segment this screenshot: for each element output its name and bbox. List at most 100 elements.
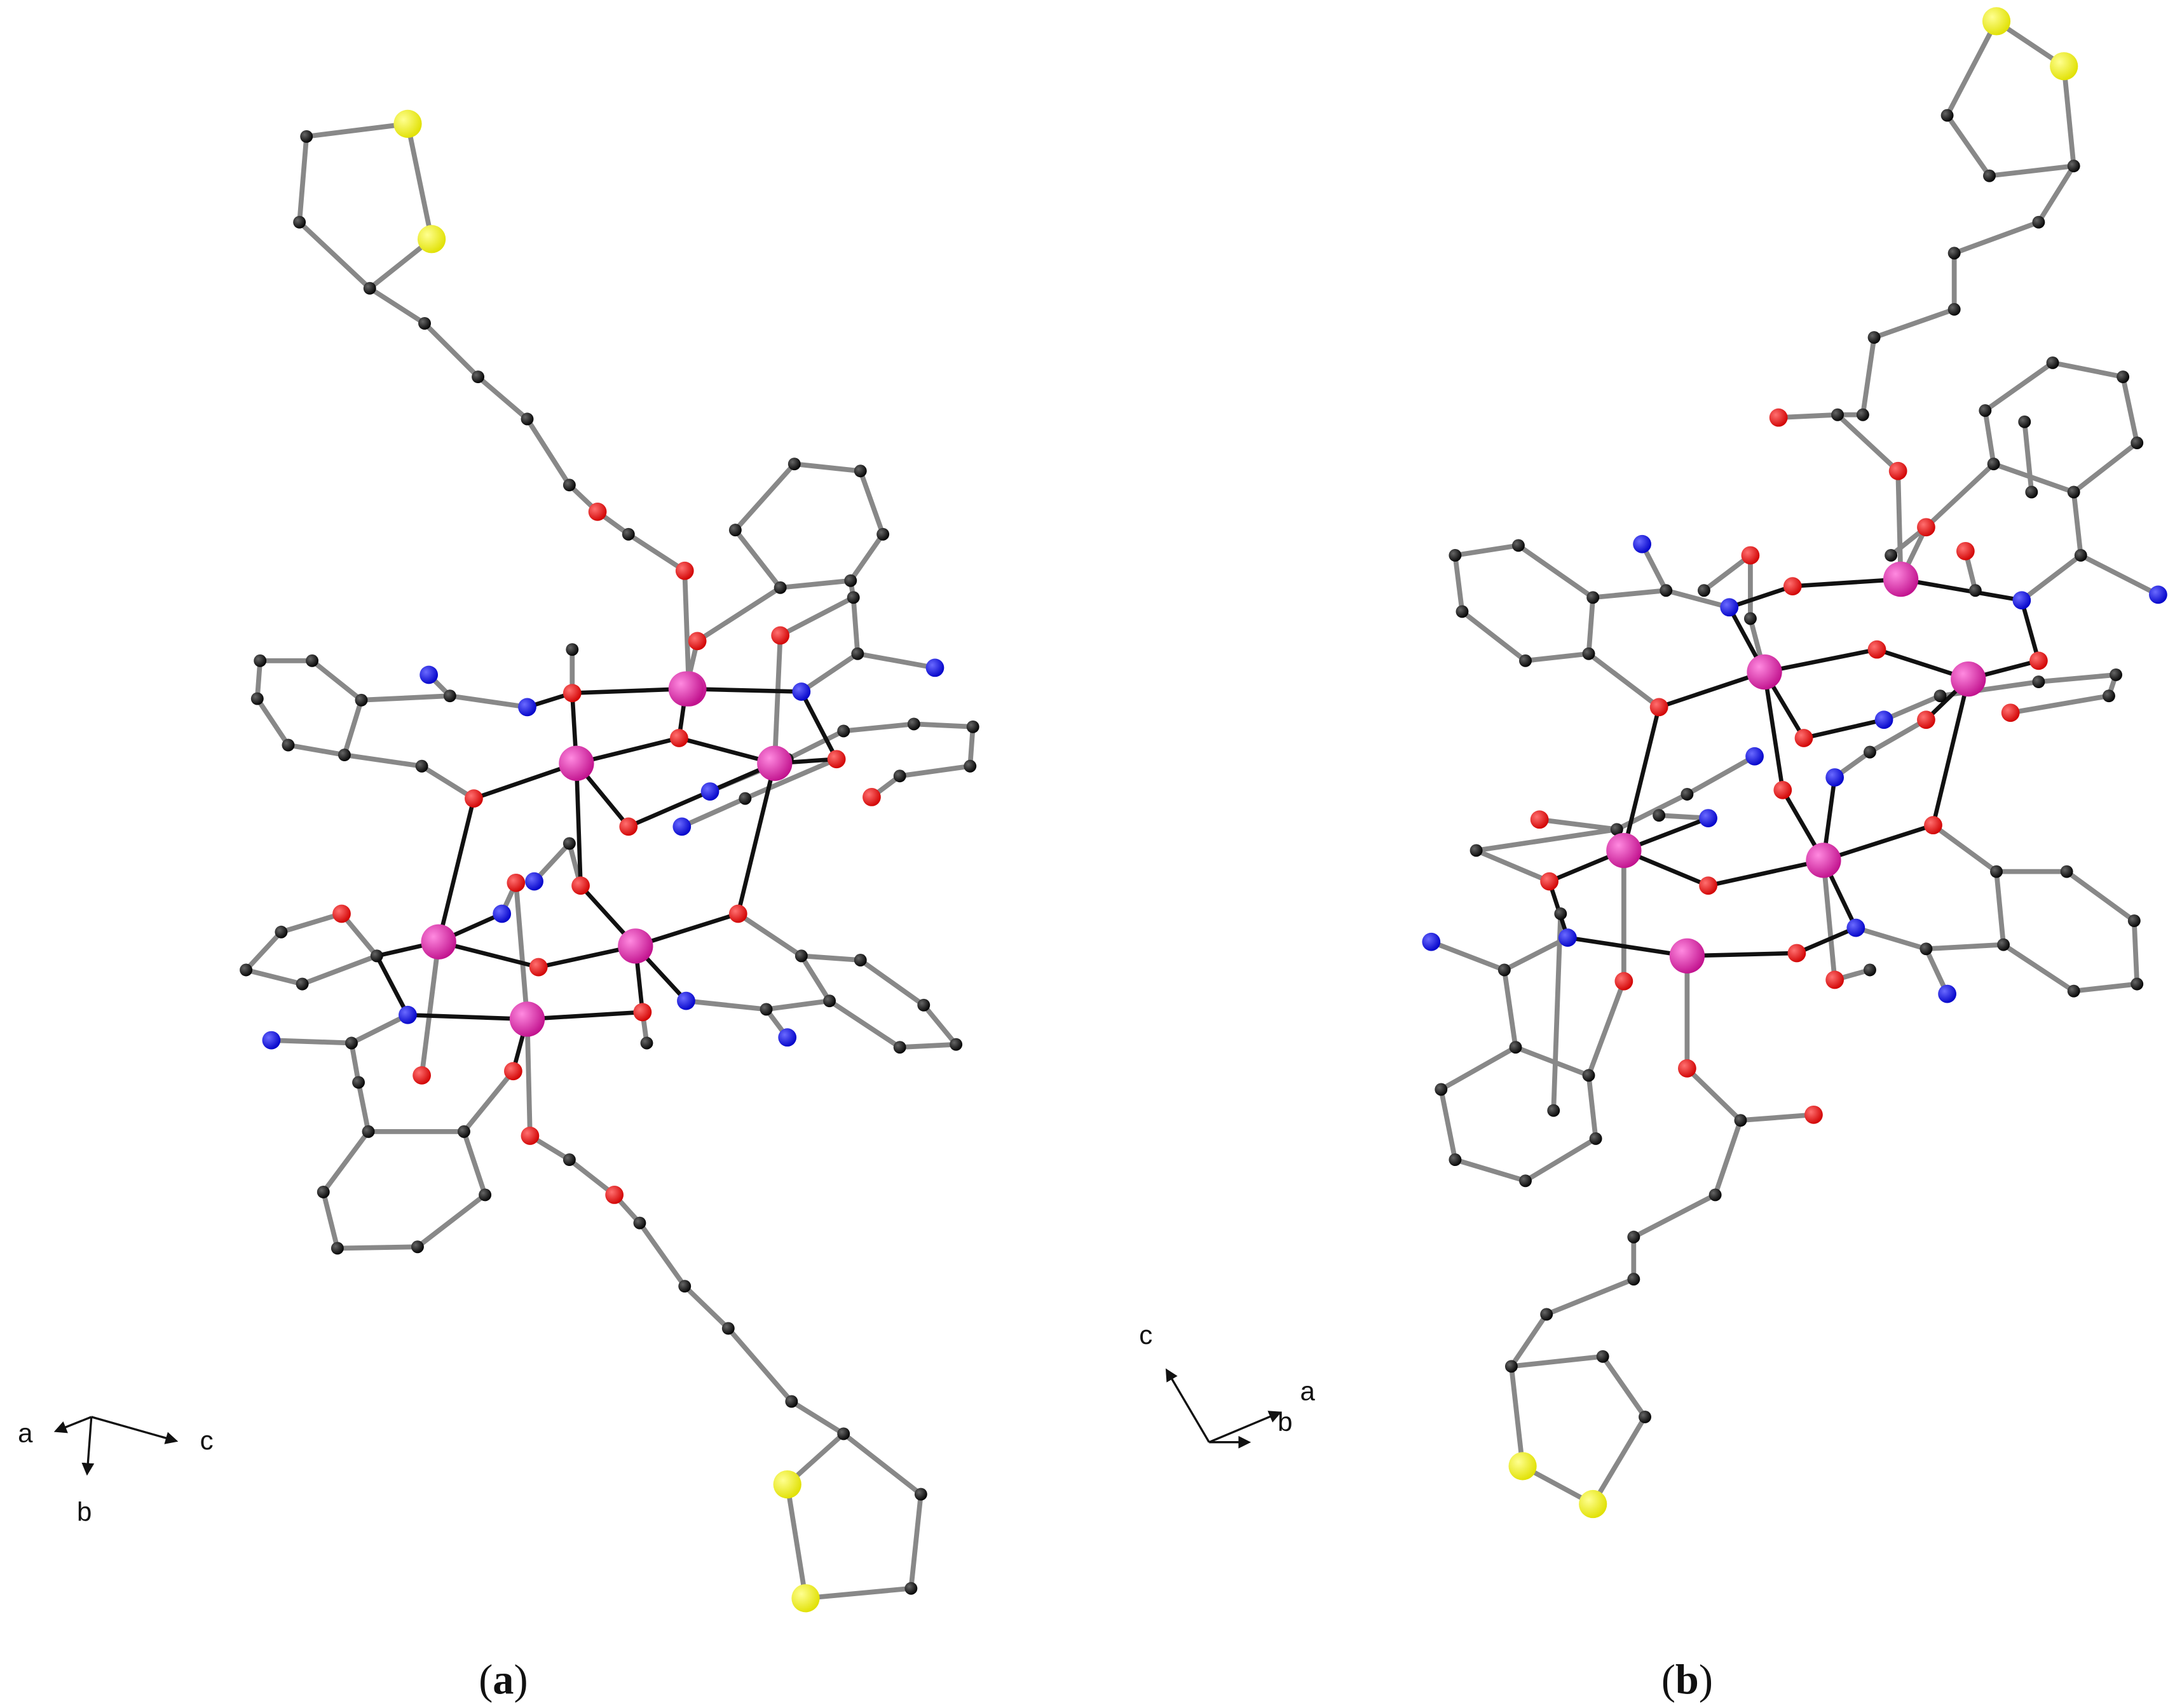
atom — [1614, 972, 1633, 991]
atom — [2032, 215, 2045, 229]
atom — [678, 1280, 692, 1293]
bond — [297, 121, 434, 291]
atom — [1509, 1041, 1522, 1054]
atom — [1720, 598, 1739, 617]
atom — [907, 717, 920, 731]
atom — [1885, 548, 1898, 562]
atom — [352, 1076, 365, 1089]
atom — [785, 1395, 798, 1408]
atom — [837, 1427, 850, 1440]
atom — [670, 729, 688, 747]
atom — [854, 464, 867, 478]
axis-arrow — [53, 1416, 92, 1434]
atom — [1697, 584, 1710, 597]
atom — [2103, 689, 2115, 703]
atom — [854, 954, 867, 966]
atom — [914, 1488, 927, 1501]
atom — [566, 643, 579, 656]
atom — [844, 574, 857, 587]
atom — [1540, 1308, 1553, 1321]
atom — [472, 370, 485, 383]
atom — [1610, 823, 1623, 836]
atom — [794, 949, 808, 963]
bond — [1994, 869, 2140, 994]
atom — [1987, 458, 2000, 471]
bond — [2079, 553, 2160, 597]
atom — [2074, 548, 2087, 562]
atom — [1547, 1104, 1560, 1117]
atom — [1678, 1059, 1696, 1078]
atom — [1867, 640, 1886, 659]
axis-arrow — [1208, 1411, 1282, 1444]
atom — [1773, 780, 1792, 799]
caption-part: ( — [1661, 1657, 1675, 1704]
atom — [1589, 1132, 1602, 1145]
atom — [411, 1240, 424, 1254]
atom — [355, 693, 368, 707]
panel-caption: (a) — [479, 1657, 528, 1704]
atom — [774, 581, 787, 594]
atom — [1708, 1188, 1722, 1202]
atom — [2067, 485, 2080, 499]
atom — [1863, 963, 1876, 977]
atom — [1924, 816, 1942, 835]
atom — [739, 792, 752, 805]
bond — [461, 1069, 515, 1134]
bond — [696, 585, 782, 644]
atom — [827, 750, 846, 769]
atom — [417, 225, 446, 254]
axis-arrow — [81, 1416, 95, 1476]
atom — [2012, 591, 2031, 610]
atom — [345, 1036, 358, 1050]
axis-label: a — [1300, 1376, 1315, 1406]
atom — [518, 698, 536, 717]
atom — [1982, 7, 2011, 36]
atom — [1519, 1174, 1532, 1188]
atom — [282, 738, 295, 752]
atom — [863, 788, 881, 806]
atom — [338, 749, 351, 762]
atom — [1745, 747, 1764, 766]
axis-arrow — [91, 1416, 179, 1444]
atom — [1554, 907, 1567, 920]
atom — [1888, 461, 1907, 480]
atom — [521, 412, 534, 426]
atom — [1990, 865, 2003, 878]
atom — [622, 527, 635, 541]
axis-arrow — [1165, 1368, 1210, 1443]
bond — [1763, 670, 1885, 740]
atom — [563, 1153, 576, 1167]
atom — [893, 769, 906, 783]
atom — [419, 665, 439, 684]
atom — [1743, 612, 1757, 625]
bond — [1586, 980, 1626, 1076]
atom — [571, 876, 590, 895]
atom — [2046, 356, 2059, 369]
atom — [1825, 768, 1844, 787]
atom — [1633, 534, 1651, 553]
atom — [1938, 984, 1956, 1003]
atom — [293, 215, 306, 229]
atom — [563, 837, 576, 850]
atom — [2025, 485, 2038, 499]
atom — [1951, 661, 1986, 697]
atom — [362, 1125, 375, 1138]
atom — [728, 524, 742, 537]
atom — [254, 654, 267, 667]
atom — [2131, 977, 2144, 991]
bond — [1932, 823, 1998, 874]
axis-label: c — [200, 1425, 214, 1455]
bond — [1702, 553, 1752, 593]
atom — [2060, 865, 2073, 878]
atom — [507, 873, 526, 892]
atom — [306, 654, 319, 667]
atom — [1519, 654, 1532, 667]
atom — [1508, 1452, 1537, 1481]
bond — [732, 461, 885, 590]
atom — [250, 692, 264, 705]
bond — [772, 635, 783, 764]
atom — [415, 759, 428, 773]
atom — [2018, 415, 2031, 428]
atom — [1586, 591, 1600, 604]
